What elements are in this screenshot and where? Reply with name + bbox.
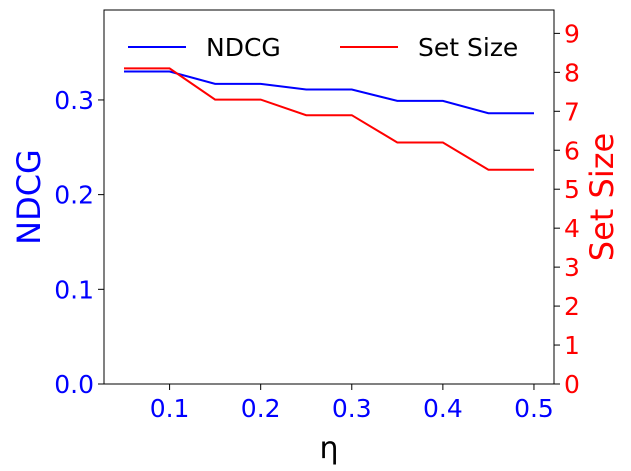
legend-label-ndcg: NDCG	[206, 33, 281, 62]
left-y-tick-label: 0.1	[54, 275, 94, 304]
right-y-tick-label: 3	[564, 253, 580, 282]
axes-layer: 0.1 0.2 0.3 0.4 0.5 0.0 0.1 0.2 0.3 0 1 2 3 4 5 6 7 8 9	[54, 19, 580, 423]
left-y-tick-label: 0.0	[54, 370, 94, 399]
right-y-tick-label: 4	[564, 214, 580, 243]
x-tick-label: 0.2	[241, 394, 281, 423]
right-y-tick-label: 2	[564, 292, 580, 321]
plot-area	[103, 9, 555, 385]
x-tick-label: 0.4	[423, 394, 463, 423]
left-axis-label: NDCG	[10, 149, 48, 245]
left-y-tick-label: 0.2	[54, 181, 94, 210]
x-tick-label: 0.5	[514, 394, 554, 423]
right-y-tick-label: 1	[564, 331, 580, 360]
series-line-set-size	[124, 67, 534, 171]
right-y-tick-label: 6	[564, 136, 580, 165]
legend: NDCG Set Size	[128, 33, 518, 62]
x-tick-label: 0.3	[332, 394, 372, 423]
x-tick-label: 0.1	[150, 394, 190, 423]
series-line-ndcg	[124, 70, 534, 115]
right-y-tick-label: 9	[564, 19, 580, 48]
x-axis-label: η	[319, 431, 338, 466]
series-layer	[124, 67, 534, 171]
legend-label-set-size: Set Size	[418, 33, 518, 62]
right-y-tick-label: 5	[564, 175, 580, 204]
right-axis-label: Set Size	[583, 133, 621, 261]
right-y-tick-label: 0	[564, 370, 580, 399]
right-y-tick-label: 8	[564, 58, 580, 87]
left-y-tick-label: 0.3	[54, 86, 94, 115]
right-y-tick-label: 7	[564, 97, 580, 126]
